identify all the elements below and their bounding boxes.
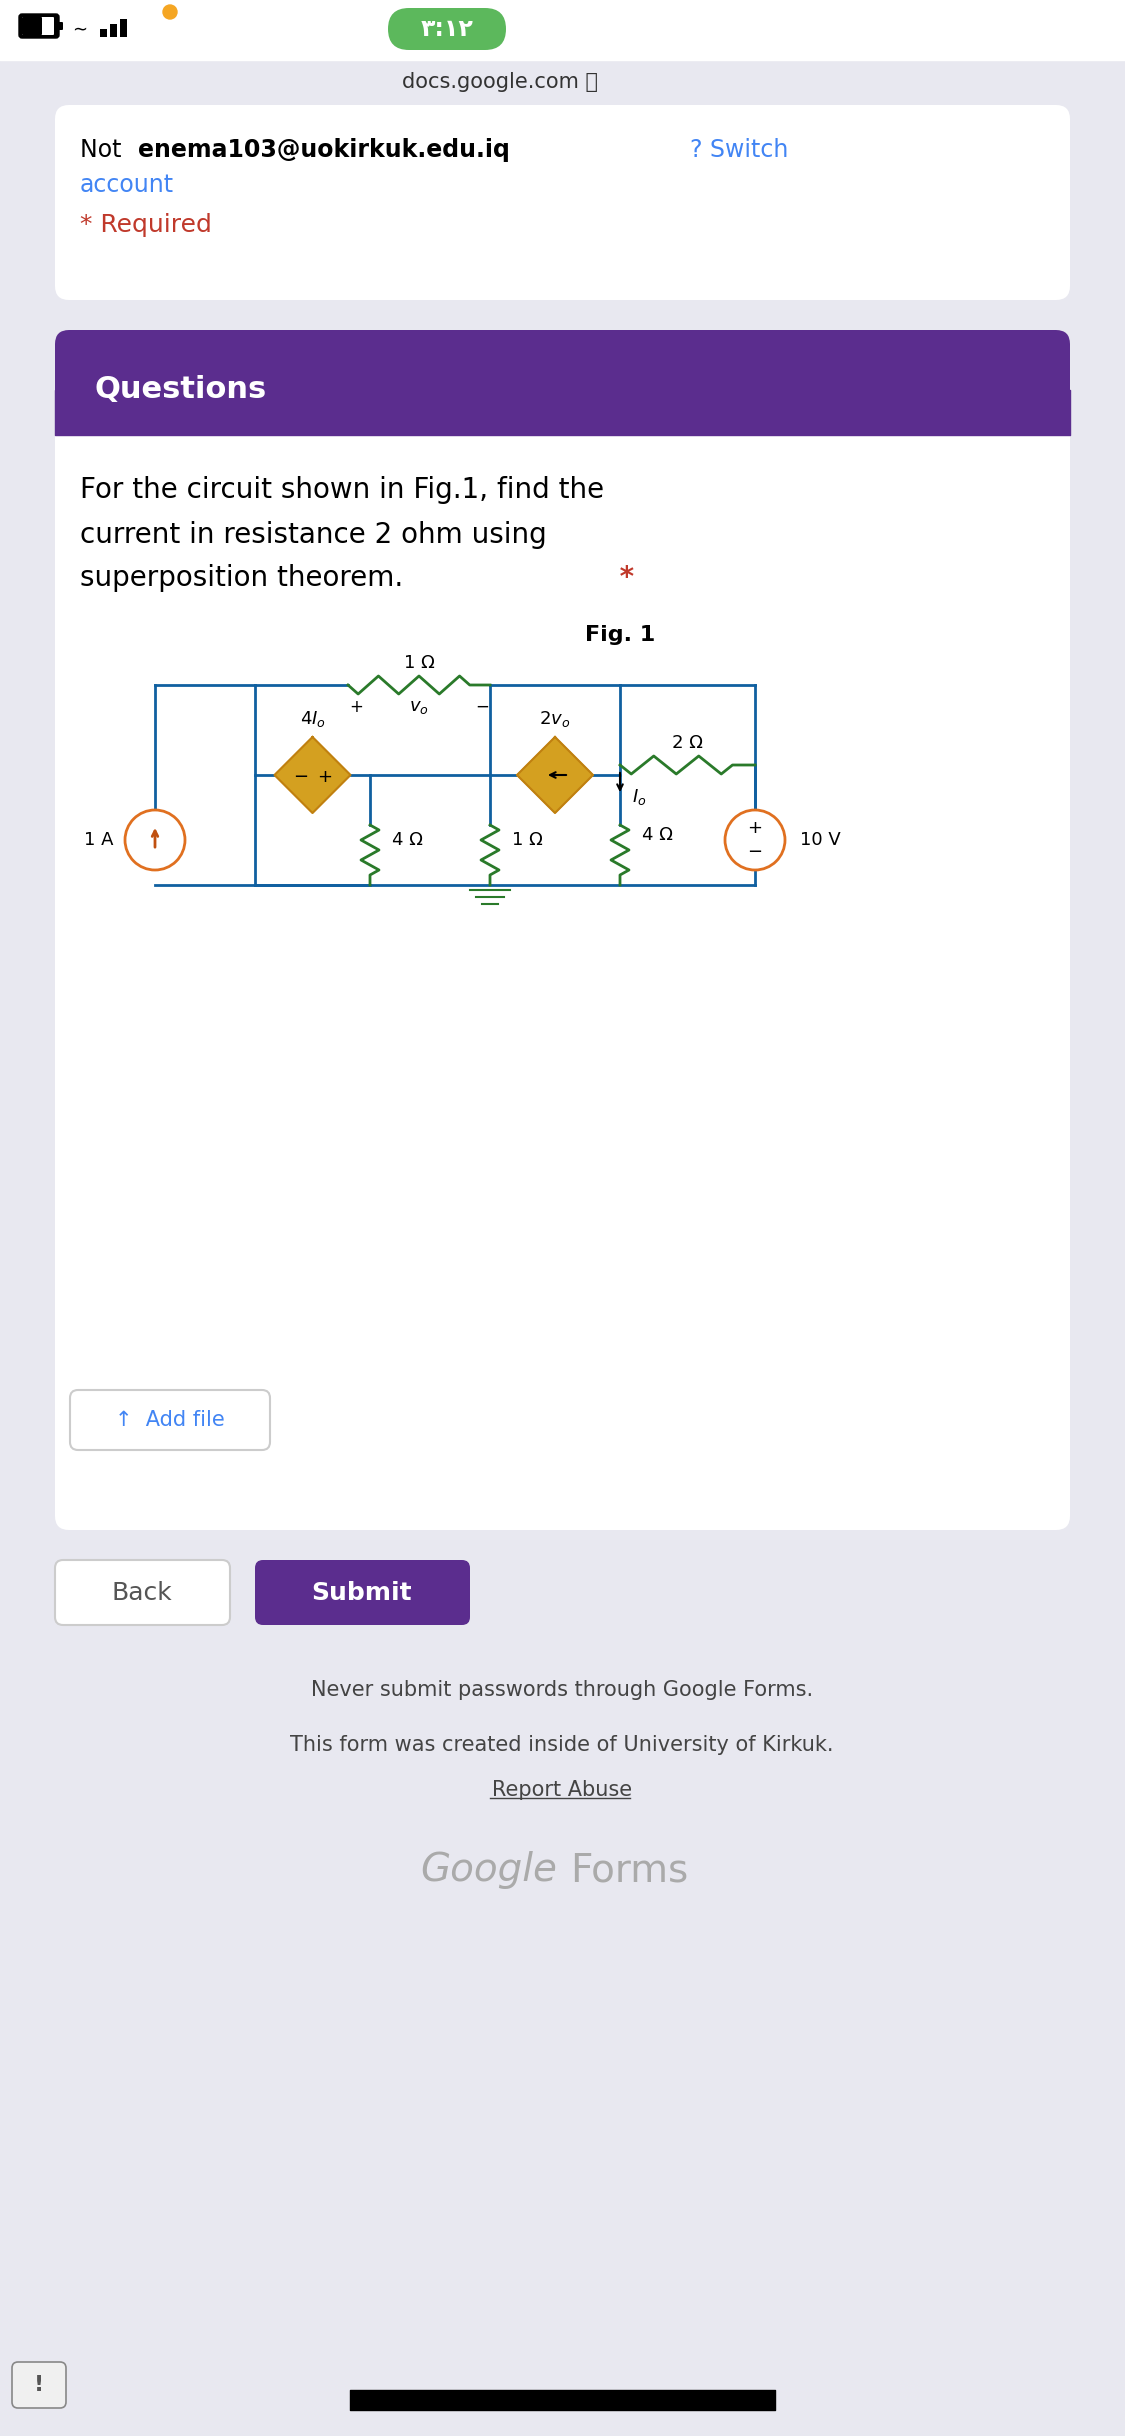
Bar <box>120 19 127 37</box>
FancyBboxPatch shape <box>255 1559 470 1625</box>
FancyBboxPatch shape <box>70 1391 270 1449</box>
Text: *: * <box>610 565 634 592</box>
Text: superposition theorem.: superposition theorem. <box>80 565 403 592</box>
Bar <box>110 24 117 37</box>
Text: Google: Google <box>420 1851 557 1888</box>
FancyBboxPatch shape <box>58 22 63 29</box>
Text: −: − <box>475 699 489 716</box>
Text: Report Abuse: Report Abuse <box>492 1781 632 1800</box>
Polygon shape <box>518 738 593 814</box>
Text: 4 Ω: 4 Ω <box>642 826 673 843</box>
Text: For the circuit shown in Fig.1, find the: For the circuit shown in Fig.1, find the <box>80 475 604 504</box>
Text: docs.google.com 🔒: docs.google.com 🔒 <box>402 73 598 93</box>
Text: 4 Ω: 4 Ω <box>392 831 423 850</box>
Text: enema103@uokirkuk.edu.iq: enema103@uokirkuk.edu.iq <box>138 139 510 163</box>
FancyBboxPatch shape <box>12 2363 66 2409</box>
Text: Questions: Questions <box>94 375 268 404</box>
Text: ? Switch: ? Switch <box>690 139 789 163</box>
Circle shape <box>125 811 184 870</box>
Text: Never submit passwords through Google Forms.: Never submit passwords through Google Fo… <box>310 1681 813 1700</box>
Text: Forms: Forms <box>570 1851 688 1888</box>
Bar <box>100 29 107 37</box>
Text: $I_o$: $I_o$ <box>632 787 647 806</box>
FancyBboxPatch shape <box>22 17 42 34</box>
FancyBboxPatch shape <box>55 329 1070 1530</box>
Text: ↑  Add file: ↑ Add file <box>115 1410 225 1430</box>
FancyBboxPatch shape <box>55 105 1070 300</box>
Text: 1 Ω: 1 Ω <box>512 831 542 850</box>
Text: +: + <box>317 767 332 787</box>
Text: current in resistance 2 ohm using: current in resistance 2 ohm using <box>80 521 547 548</box>
Text: −: − <box>747 843 763 860</box>
FancyBboxPatch shape <box>388 7 506 51</box>
Text: Back: Back <box>111 1581 172 1605</box>
FancyBboxPatch shape <box>55 1559 229 1625</box>
Text: −: − <box>292 767 308 787</box>
Text: ∼: ∼ <box>72 22 88 39</box>
Text: $v_o$: $v_o$ <box>410 699 429 716</box>
Text: 10 V: 10 V <box>800 831 840 850</box>
Text: Not: Not <box>80 139 129 163</box>
Text: !: ! <box>34 2375 44 2395</box>
Text: $4I_o$: $4I_o$ <box>299 709 325 728</box>
Text: ٣:١٢: ٣:١٢ <box>421 17 474 41</box>
Text: $2v_o$: $2v_o$ <box>539 709 570 728</box>
FancyBboxPatch shape <box>55 329 1070 404</box>
Polygon shape <box>274 738 351 814</box>
Text: * Required: * Required <box>80 212 212 236</box>
Text: +: + <box>349 699 363 716</box>
Text: Fig. 1: Fig. 1 <box>585 626 655 646</box>
FancyBboxPatch shape <box>19 15 58 39</box>
Text: Submit: Submit <box>312 1581 412 1605</box>
FancyBboxPatch shape <box>22 17 54 34</box>
Circle shape <box>724 811 785 870</box>
Text: +: + <box>747 818 763 838</box>
Text: 1 A: 1 A <box>83 831 113 850</box>
Text: This form was created inside of University of Kirkuk.: This form was created inside of Universi… <box>290 1734 834 1754</box>
Text: 1 Ω: 1 Ω <box>404 653 434 672</box>
Circle shape <box>163 5 177 19</box>
Text: 2 Ω: 2 Ω <box>672 733 703 753</box>
Text: account: account <box>80 173 174 197</box>
